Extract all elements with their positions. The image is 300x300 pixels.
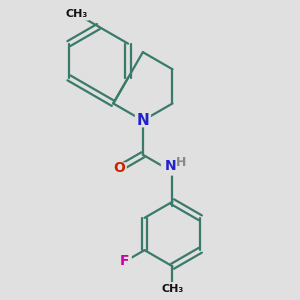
Text: N: N	[136, 113, 149, 128]
Text: CH₃: CH₃	[161, 284, 184, 294]
FancyBboxPatch shape	[118, 255, 132, 268]
FancyBboxPatch shape	[135, 114, 151, 128]
FancyBboxPatch shape	[161, 160, 184, 175]
FancyBboxPatch shape	[63, 7, 89, 21]
Text: N: N	[164, 159, 176, 173]
Text: CH₃: CH₃	[65, 9, 87, 19]
Text: O: O	[113, 161, 125, 176]
FancyBboxPatch shape	[158, 282, 187, 296]
Text: F: F	[120, 254, 130, 268]
FancyBboxPatch shape	[112, 162, 127, 175]
Text: H: H	[176, 156, 186, 169]
